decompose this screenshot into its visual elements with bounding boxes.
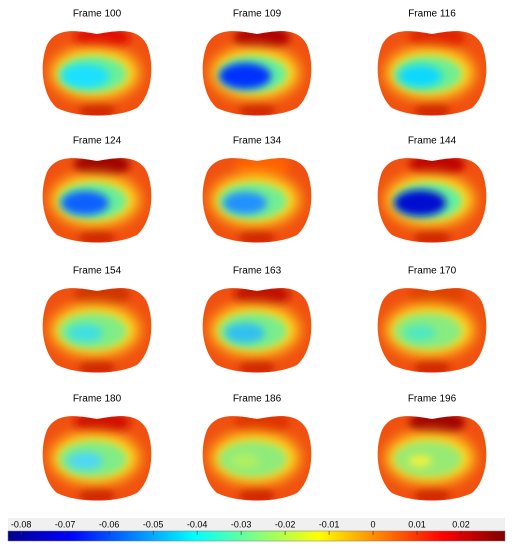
top-region: [409, 158, 465, 177]
core: [408, 455, 432, 467]
colorbar-tick-label: -0.02: [275, 519, 296, 529]
bottom-region: [414, 487, 450, 501]
core: [219, 63, 271, 89]
panel-title: Frame 134: [233, 136, 282, 147]
eit-image: [377, 288, 487, 373]
eit-image: [377, 31, 487, 116]
bottom-region: [79, 229, 115, 243]
top-region: [409, 31, 465, 50]
core: [223, 192, 267, 214]
colorbar-tick-label: 0.01: [408, 519, 426, 529]
top-region: [74, 31, 130, 50]
panel-title: Frame 109: [233, 9, 282, 20]
panel-title: Frame 144: [408, 136, 457, 147]
top-region: [234, 416, 290, 435]
panel-title: Frame 124: [73, 136, 122, 147]
eit-image: [42, 158, 152, 243]
eit-panel: Frame 109: [202, 9, 312, 116]
eit-image: [42, 31, 152, 116]
colorbar-tick-label: -0.08: [11, 519, 32, 529]
bottom-region: [239, 359, 275, 373]
panel-title: Frame 170: [408, 266, 457, 277]
eit-panel: Frame 180: [42, 394, 152, 501]
eit-image: [202, 158, 312, 243]
colorbar-tick-label: -0.01: [319, 519, 340, 529]
colorbar-tick-label: -0.06: [99, 519, 120, 529]
top-region: [74, 158, 130, 177]
eit-panel: Frame 100: [42, 9, 152, 116]
top-region: [74, 288, 130, 307]
panel-title: Frame 163: [233, 266, 282, 277]
panel-title: Frame 116: [408, 9, 456, 20]
panel-title: Frame 196: [408, 394, 457, 405]
eit-panel: Frame 170: [377, 266, 487, 373]
top-region: [409, 416, 465, 435]
panel-title: Frame 186: [233, 394, 282, 405]
top-region: [234, 31, 290, 50]
top-region: [74, 416, 130, 435]
eit-panel: Frame 144: [377, 136, 487, 243]
core: [61, 64, 109, 88]
eit-image: [202, 288, 312, 373]
bottom-region: [414, 229, 450, 243]
bottom-region: [239, 487, 275, 501]
core: [67, 452, 103, 470]
eit-panel: Frame 196: [377, 394, 487, 501]
panel-title: Frame 154: [73, 266, 122, 277]
eit-image: [42, 288, 152, 373]
core: [394, 190, 446, 216]
colorbar-tick-label: 0: [371, 519, 376, 529]
eit-panel: Frame 116: [377, 9, 487, 116]
eit-image: [377, 416, 487, 501]
panel-title: Frame 180: [73, 394, 122, 405]
colorbar-tick-label: -0.07: [55, 519, 76, 529]
bottom-region: [79, 487, 115, 501]
core: [398, 65, 442, 87]
core: [67, 324, 103, 342]
colorbar-tick-label: -0.05: [143, 519, 164, 529]
core: [225, 323, 265, 343]
eit-image: [202, 416, 312, 501]
eit-image: [202, 31, 312, 116]
eit-image: [42, 416, 152, 501]
colorbar: [7, 530, 506, 542]
eit-panel: Frame 154: [42, 266, 152, 373]
eit-panel: Frame 134: [202, 136, 312, 243]
top-region: [234, 158, 290, 177]
bottom-region: [239, 229, 275, 243]
colorbar-label-band: [8, 518, 505, 531]
eit-panel: Frame 163: [202, 266, 312, 373]
bottom-region: [79, 359, 115, 373]
eit-panel: Frame 124: [42, 136, 152, 243]
eit-image: [377, 158, 487, 243]
eit-panel: Frame 186: [202, 394, 312, 501]
colorbar-tick-label: -0.04: [187, 519, 208, 529]
core: [404, 325, 436, 341]
bottom-region: [239, 102, 275, 116]
bottom-region: [414, 359, 450, 373]
top-region: [234, 288, 290, 307]
core: [61, 191, 109, 215]
colorbar-tick-label: -0.03: [231, 519, 252, 529]
top-region: [409, 288, 465, 307]
bottom-region: [79, 102, 115, 116]
bottom-region: [414, 102, 450, 116]
panel-title: Frame 100: [73, 9, 122, 20]
colorbar-tick-label: 0.02: [452, 519, 470, 529]
core: [231, 454, 259, 468]
